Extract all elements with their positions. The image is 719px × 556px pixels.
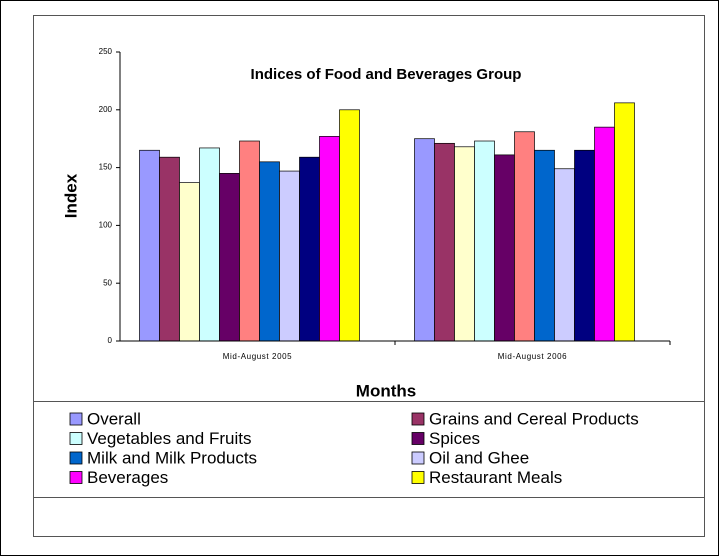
bar [159,156,180,342]
bar [299,156,320,342]
x-tick-label: Mid-August 2006 [498,352,567,361]
bar [534,149,555,342]
bar [434,142,455,342]
legend-swatch [411,451,425,465]
bar [494,154,515,342]
bar [199,147,220,342]
legend-swatch [69,451,83,465]
y-tick-label: 100 [99,221,113,230]
legend-swatch [69,412,83,426]
bar [454,146,475,342]
legend-swatch [411,432,425,445]
bar [179,182,200,342]
bar [279,170,300,342]
legend-swatch [411,412,425,426]
legend-label: Oil and Ghee [429,448,529,467]
x-axis-label: Months [356,381,416,400]
x-tick-label: Mid-August 2005 [223,352,292,361]
y-tick-label: 0 [108,336,113,345]
bar [554,168,575,342]
legend-label: Overall [87,409,141,428]
y-tick-label: 50 [103,278,112,287]
legend-swatch [411,471,425,484]
legend-label: Beverages [87,468,168,487]
y-axis-label: Index [61,173,80,218]
bar [339,109,360,342]
bar [474,140,495,342]
bar [614,102,635,342]
bar [414,138,435,342]
y-tick-label: 200 [99,105,113,114]
legend-label: Milk and Milk Products [87,448,257,467]
bar [574,149,595,342]
legend-label: Restaurant Meals [429,468,562,487]
legend-label: Vegetables and Fruits [87,429,251,448]
legend-label: Grains and Cereal Products [429,409,639,428]
legend-label: Spices [429,429,480,448]
bar [514,131,535,342]
bar [259,161,280,342]
bar [139,149,160,342]
bar [219,173,240,342]
bar [239,140,260,342]
y-tick-label: 250 [99,47,113,56]
bar [319,136,340,342]
legend-swatch [69,432,83,445]
legend-swatch [69,471,83,484]
chart-title: Indices of Food and Beverages Group [251,66,522,83]
y-tick-label: 150 [99,163,113,172]
bar [594,126,615,342]
